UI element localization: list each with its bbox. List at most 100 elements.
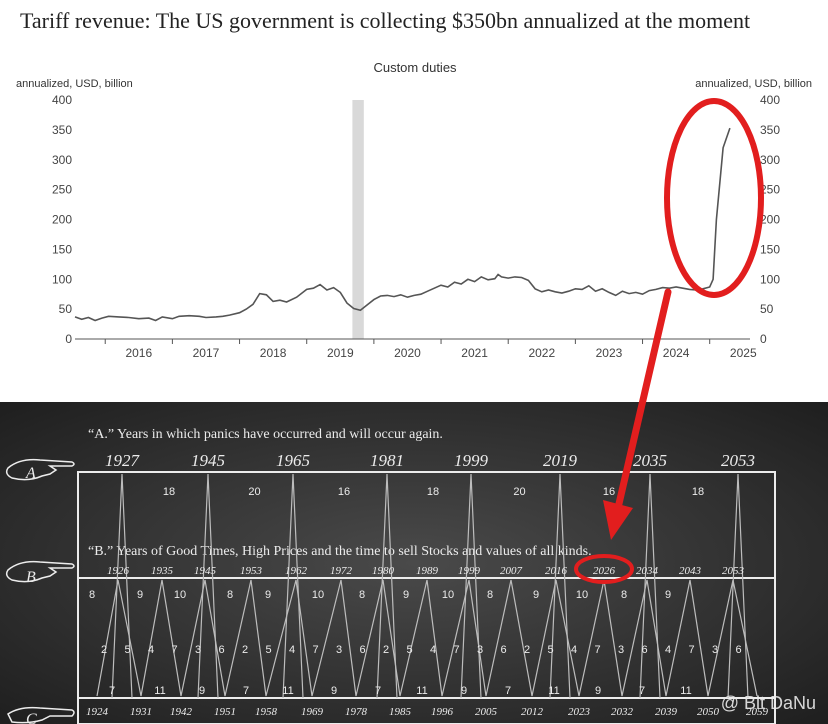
- row-b-mid-number: 7: [594, 644, 600, 656]
- row-b-mid-number: 6: [359, 644, 365, 656]
- row-b-top-number: 10: [442, 589, 454, 601]
- row-b-top-number: 8: [227, 589, 233, 601]
- row-c-years: 1924 1931 1942 1951 1958 1969 1978 1985 1996 2005…: [86, 706, 769, 718]
- highlight-ellipse-2026: [574, 554, 634, 584]
- hand-icon-c: C: [7, 706, 75, 724]
- row-c-year: 1978: [345, 706, 368, 718]
- row-c-year: 1996: [431, 706, 454, 718]
- row-b-mid-number: 2: [101, 644, 107, 656]
- row-b-top-number: 10: [174, 589, 186, 601]
- y-tick-label-left: 0: [65, 332, 72, 346]
- row-b-mid-number: 4: [665, 644, 671, 656]
- row-b-bottom-number: 7: [505, 685, 511, 697]
- row-b-top-number: 9: [665, 589, 671, 601]
- row-b-year: 1980: [372, 565, 395, 577]
- row-a-peak: [727, 473, 749, 699]
- row-c-year: 1985: [389, 706, 412, 718]
- row-b-top-number: 8: [89, 589, 95, 601]
- y-tick-label-left: 350: [52, 123, 72, 137]
- y-axis-label-left: annualized, USD, billion: [16, 78, 133, 90]
- y-axis-label-right: annualized, USD, billion: [695, 78, 812, 90]
- row-b-bottom-number: 7: [375, 685, 381, 697]
- row-b-top-number: 10: [312, 589, 324, 601]
- row-b-bottom-number: 9: [331, 685, 337, 697]
- row-b-year: 2007: [500, 565, 523, 577]
- row-b-bottom-number: 9: [199, 685, 205, 697]
- row-b-bottom-number: 7: [109, 685, 115, 697]
- y-tick-label-right: 300: [760, 153, 780, 167]
- row-a-interval: 18: [163, 486, 175, 498]
- y-tick-label-left: 250: [52, 183, 72, 197]
- row-c-year: 1931: [130, 706, 152, 718]
- row-b-mid-number: 6: [500, 644, 506, 656]
- row-a-interval: 18: [427, 486, 439, 498]
- hand-icon-a: A: [5, 458, 75, 482]
- y-tick-label-left: 50: [59, 302, 73, 316]
- row-a-years: 1927 1945 1965 1981 1999 2019 2035 2053: [105, 451, 755, 470]
- row-a-interval: 18: [692, 486, 704, 498]
- svg-text:C: C: [26, 711, 37, 724]
- row-a-interval: 20: [513, 486, 525, 498]
- row-c-year: 2012: [521, 706, 544, 718]
- row-b-bottom-number: 7: [243, 685, 249, 697]
- cycle-chart: “A.” Years in which panics have occurred…: [0, 402, 828, 724]
- row-c-year: 2059: [746, 706, 769, 718]
- row-b-year: 2016: [545, 565, 568, 577]
- x-tick-label: 2022: [528, 346, 555, 360]
- row-b-mid-number: 4: [571, 644, 577, 656]
- row-b-mid-number: 3: [477, 644, 483, 656]
- row-b-mid-number: 7: [453, 644, 459, 656]
- row-b-year: 1972: [330, 565, 353, 577]
- series-line-custom-duties: [74, 127, 731, 322]
- svg-text:A: A: [25, 465, 36, 482]
- row-b-mid-number: 5: [265, 644, 271, 656]
- row-b-year: 2043: [679, 565, 702, 577]
- row-c-year: 1958: [255, 706, 278, 718]
- row-c-year: 1942: [170, 706, 193, 718]
- custom-duties-chart: Custom duties annualized, USD, billion a…: [16, 60, 812, 360]
- row-b-top-number: 9: [265, 589, 271, 601]
- row-a-year: 1999: [454, 451, 489, 470]
- x-tick-label: 2021: [461, 346, 488, 360]
- row-a-year: 2035: [633, 451, 667, 470]
- row-b-mid-number: 4: [289, 644, 295, 656]
- row-a-peak: [197, 473, 219, 699]
- row-b-caption: “B.” Years of Good Times, High Prices an…: [88, 544, 592, 559]
- row-b-mid-number: 5: [406, 644, 412, 656]
- row-b-top-number: 8: [487, 589, 493, 601]
- watermark: @ Bit DaNu: [720, 693, 816, 713]
- row-b-year: 1935: [151, 565, 174, 577]
- row-a-peak: [376, 473, 398, 699]
- row-b-mid-number: 7: [688, 644, 694, 656]
- row-b-mid-number: 2: [524, 644, 530, 656]
- row-b-mid-number: 3: [336, 644, 342, 656]
- y-tick-label-right: 350: [760, 123, 780, 137]
- svg-text:B: B: [26, 569, 36, 586]
- row-b-mid-number: 3: [195, 644, 201, 656]
- row-b-mid-number: 3: [712, 644, 718, 656]
- row-b-mid-number: 4: [148, 644, 154, 656]
- row-b-top-number: 9: [403, 589, 409, 601]
- row-b-top-number: 8: [621, 589, 627, 601]
- x-tick-label: 2025: [730, 346, 757, 360]
- row-b-top-number: 10: [576, 589, 588, 601]
- y-tick-label-right: 400: [760, 93, 780, 107]
- row-b-year: 1926: [107, 565, 130, 577]
- y-tick-label-left: 100: [52, 272, 72, 286]
- row-b-years: 1926 1935 1945 1953 1962 1972 1980 1989 1999 2007…: [107, 565, 745, 577]
- row-c-year: 2039: [655, 706, 678, 718]
- row-a-peak: [282, 473, 304, 699]
- y-tick-label-right: 100: [760, 272, 780, 286]
- row-c-year: 2023: [568, 706, 591, 718]
- row-b-bottom-number: 9: [595, 685, 601, 697]
- row-a-interval: 20: [248, 486, 260, 498]
- y-tick-label-left: 400: [52, 93, 72, 107]
- y-tick-label-left: 150: [52, 242, 72, 256]
- row-b-mid-number: 5: [547, 644, 553, 656]
- row-c-year: 2050: [697, 706, 720, 718]
- row-a-interval: 16: [338, 486, 350, 498]
- chart-title: Custom duties: [373, 60, 457, 75]
- row-b-mid-number: 7: [312, 644, 318, 656]
- row-b-mid-number: 6: [218, 644, 224, 656]
- row-b-mid-number: 3: [618, 644, 624, 656]
